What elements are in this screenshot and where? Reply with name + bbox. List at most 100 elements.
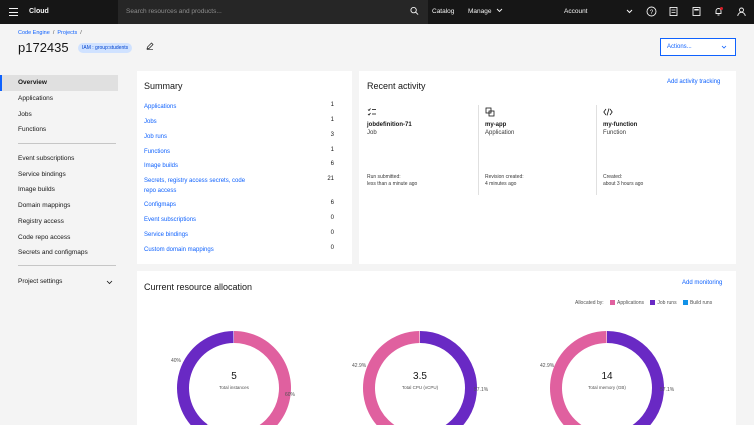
donut-pct-applications: 60% [285, 392, 296, 398]
activity-divider [478, 105, 479, 195]
chevron-down-icon [496, 8, 503, 13]
activity-divider [596, 105, 597, 195]
activity-item-function[interactable]: my-function Function Created: about 3 ho… [595, 101, 713, 251]
search-input[interactable]: Search resources and products... [118, 0, 428, 24]
activity-name: my-app [485, 122, 507, 128]
donut-pct-applications: 42.9% [540, 363, 555, 369]
donut-slice-applications[interactable] [201, 331, 291, 425]
summary-value: 0 [330, 245, 334, 251]
legend-item-job-runs[interactable]: Job runs [657, 300, 677, 306]
donut-center-memory: 14 Total memory (GB) [567, 371, 647, 390]
job-icon [367, 108, 376, 116]
activity-meta-label: Run submitted: [367, 174, 401, 180]
summary-link[interactable]: Secrets, registry access secrets, code r… [144, 178, 246, 194]
brand-name[interactable]: Cloud [29, 8, 49, 15]
donut-slice-applications[interactable] [550, 331, 607, 425]
activity-meta-value: 4 minutes ago [485, 181, 517, 187]
sidebar-item-registry-access[interactable]: Registry access [18, 218, 64, 225]
chevron-down-icon [721, 45, 727, 49]
activity-item-app[interactable]: my-app Application Revision created: 4 m… [477, 101, 595, 251]
summary-value: 1 [330, 117, 334, 123]
sidebar-item-overview[interactable]: Overview [0, 75, 118, 91]
summary-link[interactable]: Custom domain mappings [144, 247, 214, 253]
add-monitoring-link[interactable]: Add monitoring [682, 280, 723, 286]
summary-row-domain-mappings: Custom domain mappings 0 [144, 245, 334, 255]
legend-item-applications[interactable]: Applications [617, 300, 644, 306]
actions-dropdown[interactable]: Actions... [660, 38, 736, 56]
summary-link[interactable]: Image builds [144, 163, 179, 169]
summary-value: 0 [330, 215, 334, 221]
activity-type: Function [603, 130, 627, 136]
breadcrumb: Code Engine / Projects / [18, 30, 82, 36]
legend-swatch-build-runs [682, 300, 688, 306]
allocation-donut-charts [177, 331, 664, 425]
activity-meta-label: Revision created: [485, 174, 524, 180]
sidebar-item-functions[interactable]: Functions [18, 126, 47, 133]
menu-icon[interactable] [9, 8, 18, 16]
edit-icon[interactable] [146, 42, 154, 50]
chevron-down-icon[interactable] [624, 6, 635, 17]
allocation-legend: Allocated by: Applications Job runs Buil… [575, 300, 712, 306]
summary-link[interactable]: Job runs [144, 134, 168, 140]
summary-link[interactable]: Functions [144, 149, 171, 155]
activity-name: my-function [603, 122, 638, 128]
donut-center-cpu: 3.5 Total CPU (vCPU) [380, 371, 460, 390]
code-icon [603, 108, 613, 116]
summary-link[interactable]: Configmaps [144, 202, 177, 208]
manage-label: Manage [468, 8, 492, 15]
summary-value: 0 [330, 230, 334, 236]
sidebar-item-code-repo-access[interactable]: Code repo access [18, 234, 71, 241]
calculator-icon[interactable] [691, 6, 702, 17]
summary-value: 6 [330, 200, 334, 206]
sidebar-item-domain-mappings[interactable]: Domain mappings [18, 202, 71, 209]
legend-swatch-job-runs [650, 300, 656, 306]
donut-caption: Total instances [219, 385, 249, 390]
sidebar-item-project-settings[interactable]: Project settings [0, 274, 118, 290]
breadcrumb-projects[interactable]: Projects [57, 30, 78, 36]
user-icon[interactable] [736, 6, 747, 17]
recent-activity-card: Recent activity Add activity tracking jo… [359, 71, 736, 264]
summary-link[interactable]: Applications [144, 104, 177, 110]
donut-caption: Total CPU (vCPU) [401, 385, 439, 390]
donut-slice-job-runs[interactable] [396, 331, 477, 425]
activity-type: Application [485, 130, 515, 136]
donut-pct-job-runs: 57.1% [474, 387, 489, 393]
summary-row-job-runs: Job runs 3 [144, 132, 334, 142]
activity-item-job[interactable]: jobdefinition-71 Job Run submitted: less… [359, 101, 477, 251]
donut-slice-job-runs[interactable] [583, 331, 664, 425]
summary-value: 1 [330, 147, 334, 153]
breadcrumb-code-engine[interactable]: Code Engine [18, 30, 50, 36]
catalog-link[interactable]: Catalog [432, 8, 455, 15]
sidebar-item-service-bindings[interactable]: Service bindings [18, 171, 66, 178]
app-icon [485, 107, 495, 117]
manage-menu[interactable]: Manage [468, 8, 503, 15]
sidebar-item-image-builds[interactable]: Image builds [18, 186, 55, 193]
help-icon[interactable]: ? [646, 6, 657, 17]
resource-allocation-card: Current resource allocation Add monitori… [137, 271, 736, 425]
donut-total: 14 [601, 371, 613, 382]
sidebar-item-event-subscriptions[interactable]: Event subscriptions [18, 155, 75, 162]
add-activity-tracking-link[interactable]: Add activity tracking [667, 79, 721, 85]
summary-row-applications: Applications 1 [144, 102, 334, 112]
sidebar-item-jobs[interactable]: Jobs [18, 111, 32, 118]
notification-icon[interactable] [713, 6, 724, 17]
summary-value: 21 [327, 176, 334, 182]
resource-allocation-title: Current resource allocation [144, 282, 253, 292]
activity-name: jobdefinition-71 [367, 122, 412, 128]
search-icon[interactable] [410, 6, 419, 16]
donut-center-instances: 5 Total instances [194, 371, 274, 390]
account-menu[interactable]: Account [564, 8, 588, 15]
summary-link[interactable]: Event subscriptions [144, 217, 197, 223]
donut-pct-job-runs: 57.1% [660, 387, 675, 393]
summary-link[interactable]: Service bindings [144, 232, 189, 238]
project-settings-label: Project settings [18, 278, 63, 285]
donut-slice-applications[interactable] [363, 331, 420, 425]
sidebar-item-secrets-configmaps[interactable]: Secrets and configmaps [18, 249, 88, 256]
summary-row-service-bindings: Service bindings 0 [144, 230, 334, 240]
summary-row-secrets: Secrets, registry access secrets, code r… [144, 176, 334, 196]
cost-estimator-icon[interactable] [668, 6, 679, 17]
sidebar-item-applications[interactable]: Applications [18, 95, 54, 102]
donut-slice-job-runs[interactable] [177, 331, 234, 425]
summary-link[interactable]: Jobs [144, 119, 157, 125]
legend-item-build-runs[interactable]: Build runs [689, 300, 713, 306]
